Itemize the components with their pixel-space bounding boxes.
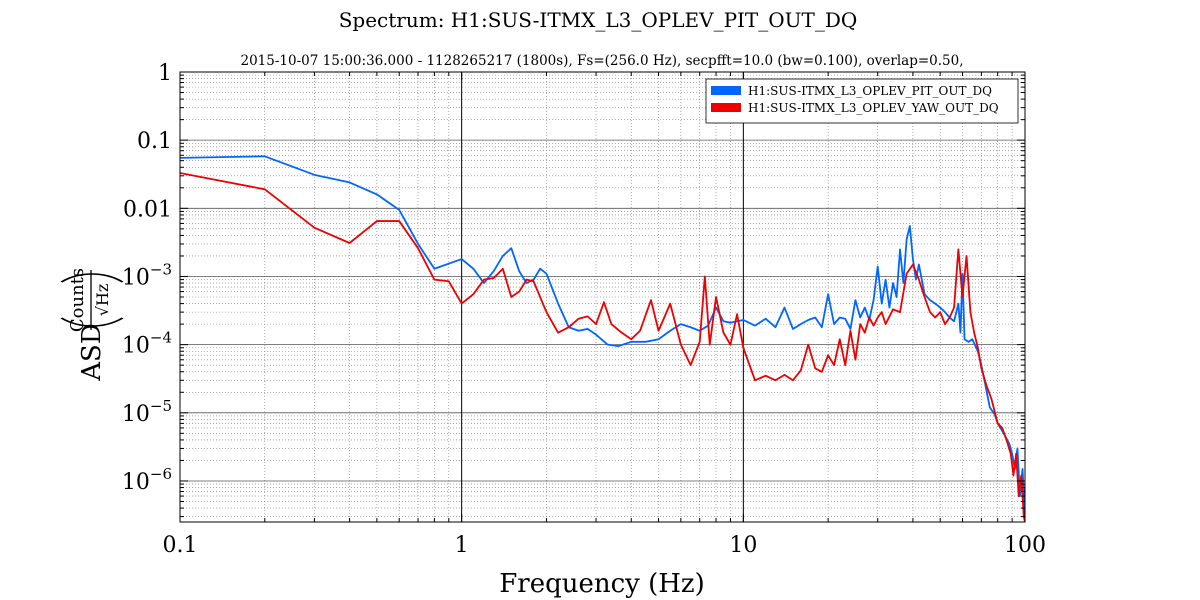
- y-tick-mantissa: 10: [122, 265, 150, 290]
- legend-box: [705, 78, 1019, 124]
- y-tick-exponent: −4: [150, 329, 172, 347]
- legend-swatch-pit: [711, 86, 741, 95]
- y-axis-unit-denominator: √Hz: [93, 284, 112, 317]
- x-tick-label: 0.1: [163, 533, 198, 558]
- series-line-pit: [180, 155, 1025, 517]
- y-tick-label: 0.1: [137, 129, 172, 154]
- y-tick-exponent: −5: [150, 397, 172, 415]
- x-axis-label: Frequency (Hz): [499, 569, 705, 599]
- grid-lines: [179, 72, 1025, 522]
- x-tick-labels: 0.1 1 10 100: [163, 533, 1047, 558]
- x-tick-label: 1: [455, 533, 469, 558]
- y-tick-label: 10−3: [122, 260, 172, 290]
- y-tick-mantissa: 10: [122, 334, 150, 359]
- tick-marks: [179, 72, 1025, 522]
- legend: H1:SUS-ITMX_L3_OPLEV_PIT_OUT_DQ H1:SUS-I…: [705, 78, 1019, 124]
- chart-subtitle: 2015-10-07 15:00:36.000 - 1128265217 (18…: [240, 53, 963, 69]
- x-tick-label: 100: [1004, 533, 1046, 558]
- legend-swatch-yaw: [711, 103, 741, 112]
- y-tick-label: 0.01: [123, 197, 172, 222]
- y-tick-exponent: −3: [150, 260, 172, 278]
- legend-label-yaw: H1:SUS-ITMX_L3_OPLEV_YAW_OUT_DQ: [748, 101, 999, 115]
- y-tick-exponent: −6: [150, 465, 172, 483]
- plot-area: [180, 155, 1025, 522]
- y-tick-mantissa: 10: [122, 402, 150, 427]
- series-line-yaw: [180, 172, 1025, 522]
- y-axis-label-prefix: ASD: [77, 323, 107, 381]
- y-tick-label: 1: [158, 61, 172, 86]
- y-tick-mantissa: 10: [122, 470, 150, 495]
- right-paren: [60, 273, 124, 283]
- y-axis-unit-numerator: Counts: [67, 268, 88, 332]
- x-tick-label: 10: [729, 533, 757, 558]
- y-tick-label: 10−4: [122, 329, 172, 359]
- left-paren: [60, 317, 124, 327]
- y-tick-label: 10−6: [122, 465, 172, 495]
- chart-title: Spectrum: H1:SUS-ITMX_L3_OPLEV_PIT_OUT_D…: [339, 8, 858, 32]
- y-tick-label: 10−5: [122, 397, 172, 427]
- y-axis-label: ASD Counts √Hz: [60, 268, 124, 382]
- legend-label-pit: H1:SUS-ITMX_L3_OPLEV_PIT_OUT_DQ: [748, 84, 992, 98]
